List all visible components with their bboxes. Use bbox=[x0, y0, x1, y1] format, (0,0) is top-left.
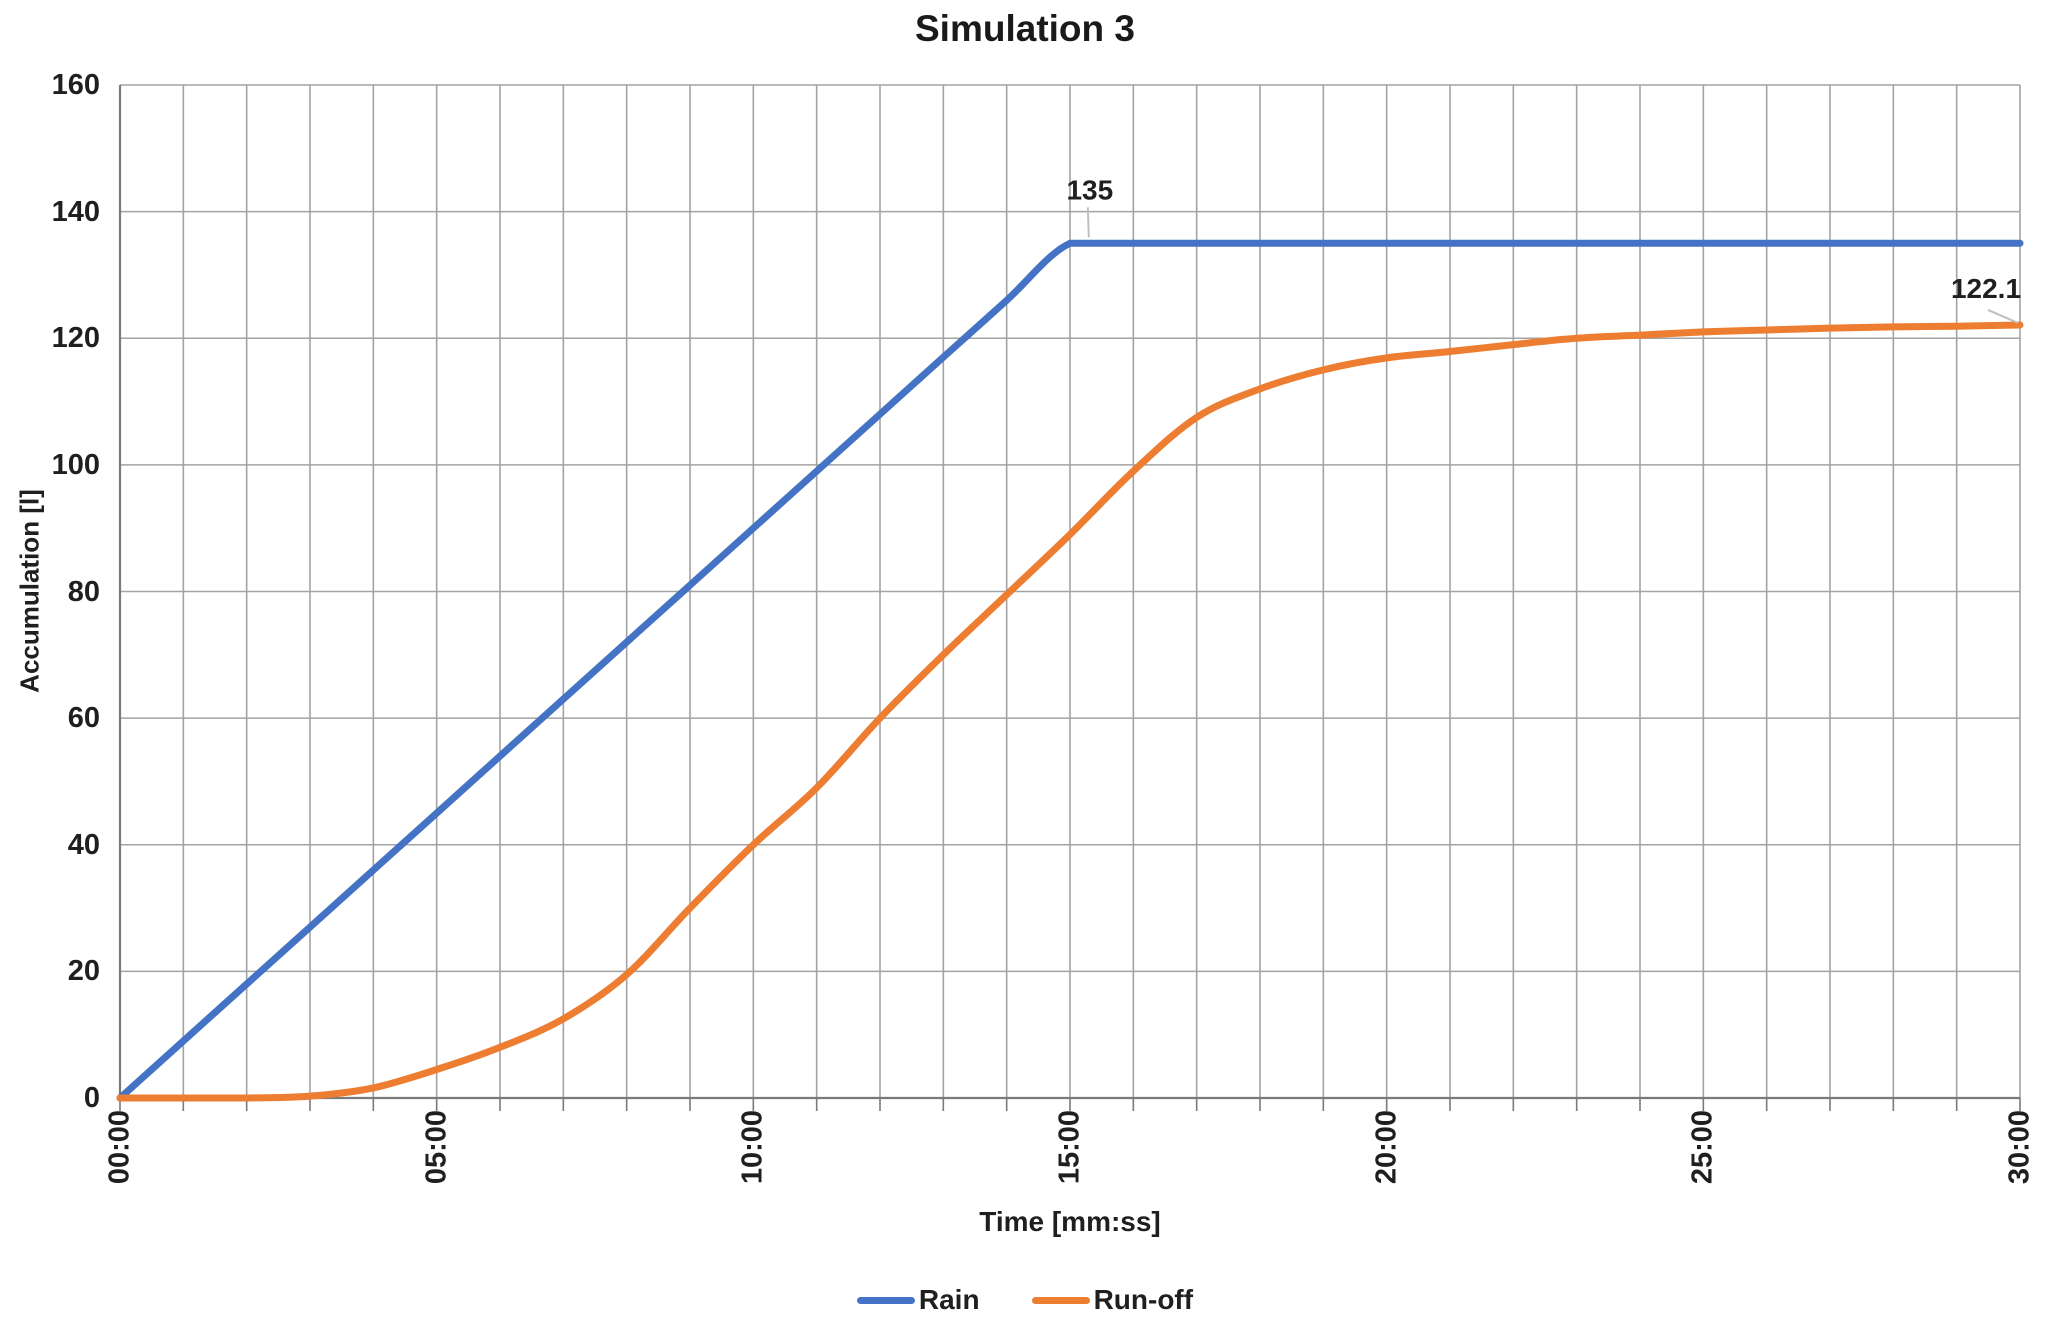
legend: Rain Run-off bbox=[0, 1284, 2050, 1316]
data-label: 135 bbox=[1066, 174, 1113, 205]
y-tick-label: 40 bbox=[67, 828, 100, 861]
x-tick-label: 00:00 bbox=[103, 1110, 136, 1185]
x-tick-label: 15:00 bbox=[1053, 1110, 1086, 1185]
y-tick-label: 80 bbox=[67, 575, 100, 608]
y-tick-label: 140 bbox=[51, 195, 100, 228]
x-tick-label: 20:00 bbox=[1370, 1110, 1403, 1185]
rain-line-swatch bbox=[856, 1296, 915, 1304]
x-tick-label: 10:00 bbox=[736, 1110, 769, 1185]
x-axis-title: Time [mm:ss] bbox=[979, 1206, 1161, 1237]
y-tick-label: 160 bbox=[51, 69, 100, 101]
x-tick-label: 05:00 bbox=[420, 1110, 453, 1185]
legend-label-rain: Rain bbox=[918, 1284, 980, 1315]
y-tick-label: 120 bbox=[51, 322, 100, 355]
x-tick-label: 25:00 bbox=[1686, 1110, 1719, 1185]
runoff-line-swatch bbox=[1031, 1296, 1090, 1304]
chart-title: Simulation 3 bbox=[915, 8, 1135, 49]
data-label: 122.1 bbox=[1951, 273, 2021, 304]
rain-line bbox=[116, 239, 2024, 1102]
x-tick-label: 30:00 bbox=[2003, 1110, 2036, 1185]
y-tick-label: 100 bbox=[51, 448, 100, 481]
y-tick-label: 0 bbox=[83, 1082, 100, 1114]
y-tick-label: 20 bbox=[67, 955, 100, 988]
data-label-leader bbox=[1987, 309, 2019, 324]
legend-label-runoff: Run-off bbox=[1093, 1284, 1194, 1315]
data-label-leader bbox=[1086, 207, 1090, 238]
y-tick-label: 60 bbox=[67, 702, 100, 735]
legend-item-rain: Rain bbox=[856, 1284, 980, 1316]
run-off-line bbox=[116, 321, 2024, 1102]
legend-item-runoff: Run-off bbox=[1031, 1284, 1194, 1316]
